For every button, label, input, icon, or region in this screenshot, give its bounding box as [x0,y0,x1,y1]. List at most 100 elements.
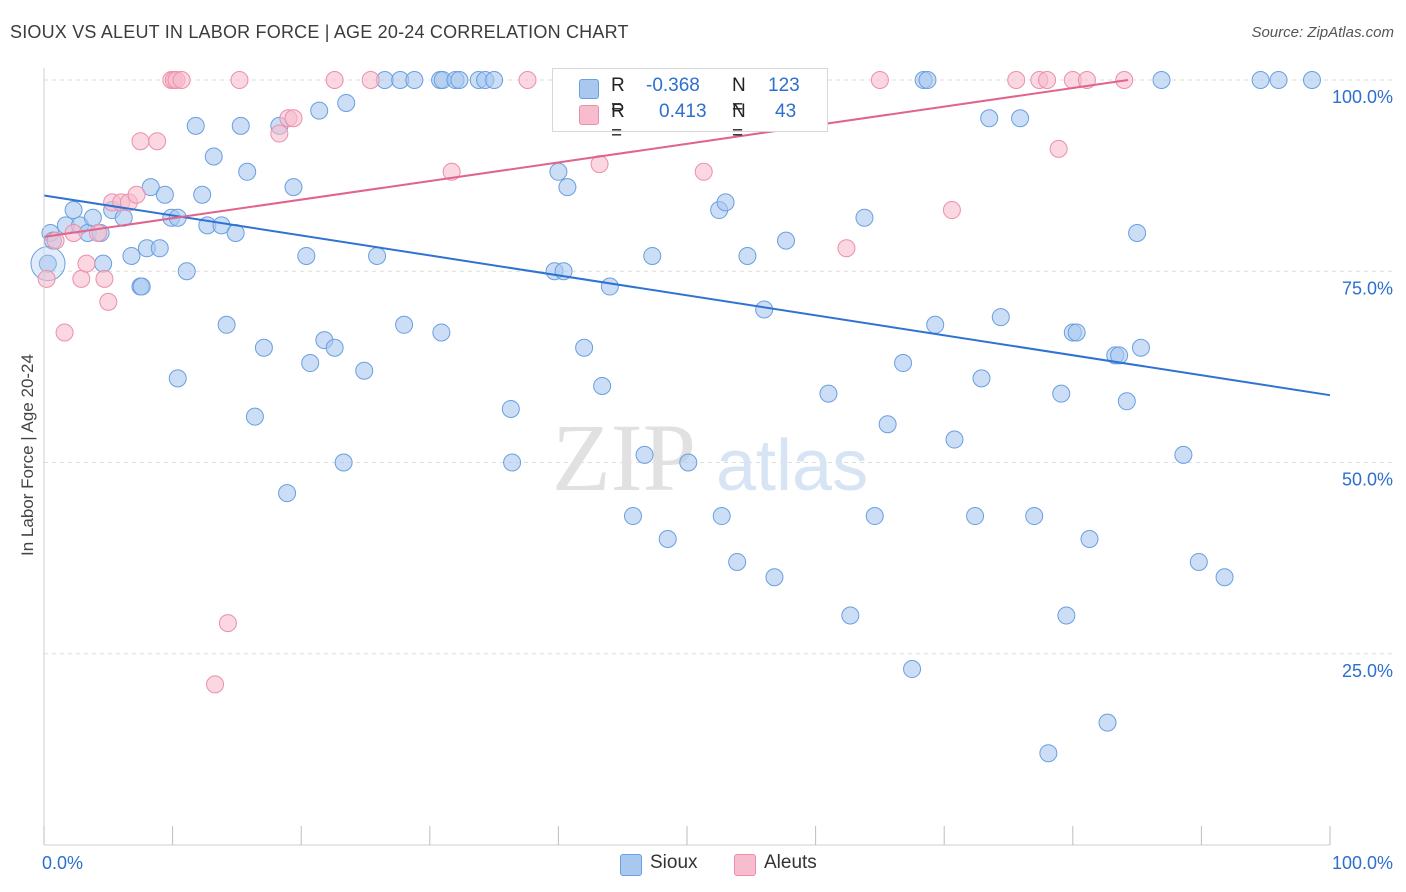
legend-r-value: -0.368 [646,75,700,96]
sioux-point [738,246,757,265]
sioux-point [450,71,469,89]
sioux-point [1117,392,1136,411]
sioux-point [1131,338,1150,357]
sioux-point [819,384,838,403]
sioux-point [83,208,102,227]
legend-swatch-sioux [579,79,599,99]
aleut-point [89,224,108,242]
sioux-point [278,484,297,503]
legend-r-label: R = [611,101,625,144]
sioux-point [122,246,141,265]
sioux-point [186,116,205,135]
aleut-point [361,71,380,89]
sioux-point [945,430,964,449]
sioux-point [1174,445,1193,464]
sioux-point [712,507,731,526]
aleut-point [72,269,91,288]
aleut-point [942,201,961,220]
aleut-point [870,71,889,89]
sioux-point [485,71,504,89]
sioux-point [284,178,303,197]
sioux-point [623,507,642,526]
aleut-point [37,269,56,288]
legend-n-value: 43 [775,101,797,122]
sioux-point [1302,71,1321,89]
sioux-point [1098,713,1117,732]
aleut-point [325,71,344,89]
sioux-point [1152,71,1171,89]
legend-swatch-aleut [579,105,599,125]
sioux-point [972,369,991,388]
x-tick-label: 100.0% [1332,853,1393,873]
sioux-point [575,338,594,357]
sioux-point [903,660,922,679]
sioux-point [558,178,577,197]
sioux-point [841,606,860,625]
sioux-point [635,445,654,464]
sioux-point [355,361,374,380]
y-tick-label: 25.0% [1342,661,1393,681]
aleut-point [172,71,191,89]
sioux-point [238,162,257,181]
watermark-atlas: atlas [716,426,868,506]
sioux-point [926,315,945,334]
aleut-point [55,323,74,342]
aleut-point [284,109,303,128]
axes [43,68,1331,846]
sioux-point [141,178,160,197]
aleut-point [694,162,713,181]
sioux-point [878,415,897,434]
sioux-point [503,453,522,472]
sioux-point [177,262,196,281]
sioux-point [193,185,212,204]
aleut-point [218,614,237,633]
sioux-point [894,354,913,373]
sioux-point [1052,384,1071,403]
legend-label-aleut: Aleuts [764,852,817,873]
sioux-point [301,354,320,373]
sioux-point [297,246,316,265]
aleut-point [77,254,96,273]
sioux-point [593,377,612,395]
sioux-point [231,116,250,135]
y-axis-title: In Labor Force | Age 20-24 [18,354,37,556]
sioux-point [310,101,329,120]
sioux-point [334,453,353,472]
sioux-point [168,369,187,388]
sioux-point [728,552,747,571]
trend-lines [43,79,1331,397]
sioux-point [980,109,999,128]
sioux-point [716,193,735,212]
sioux-point [501,399,520,418]
aleut-points [37,71,1134,694]
sioux-point [1080,530,1099,548]
series-legend: Sioux Aleuts [0,852,1406,878]
aleut-point [95,269,114,288]
legend-n-label: N = [732,75,746,118]
sioux-point [1057,606,1076,625]
sioux-point [368,246,387,265]
sioux-point [679,453,698,472]
sioux-point [1110,346,1129,365]
y-tick-label: 75.0% [1342,278,1393,298]
aleut-point [1077,71,1096,89]
sioux-point [755,300,774,319]
aleut-point [1007,71,1026,89]
sioux-point [1269,71,1288,89]
sioux-point [325,338,344,357]
sioux-point [1251,71,1270,89]
sioux-point [132,277,151,296]
legend-swatch-aleut [734,854,756,876]
sioux-point [155,185,174,204]
tick-labels: 100.0% 75.0% 50.0% 25.0% 0.0% 100.0% [42,87,1393,873]
sioux-point [991,308,1010,327]
sioux-point [600,277,619,296]
legend-label-sioux: Sioux [650,852,698,873]
aleut-point [206,675,225,694]
sioux-point [643,246,662,265]
aleut-point [1049,139,1068,158]
y-tick-label: 100.0% [1332,87,1393,107]
aleut-point [270,124,289,143]
aleut-point [518,71,537,89]
